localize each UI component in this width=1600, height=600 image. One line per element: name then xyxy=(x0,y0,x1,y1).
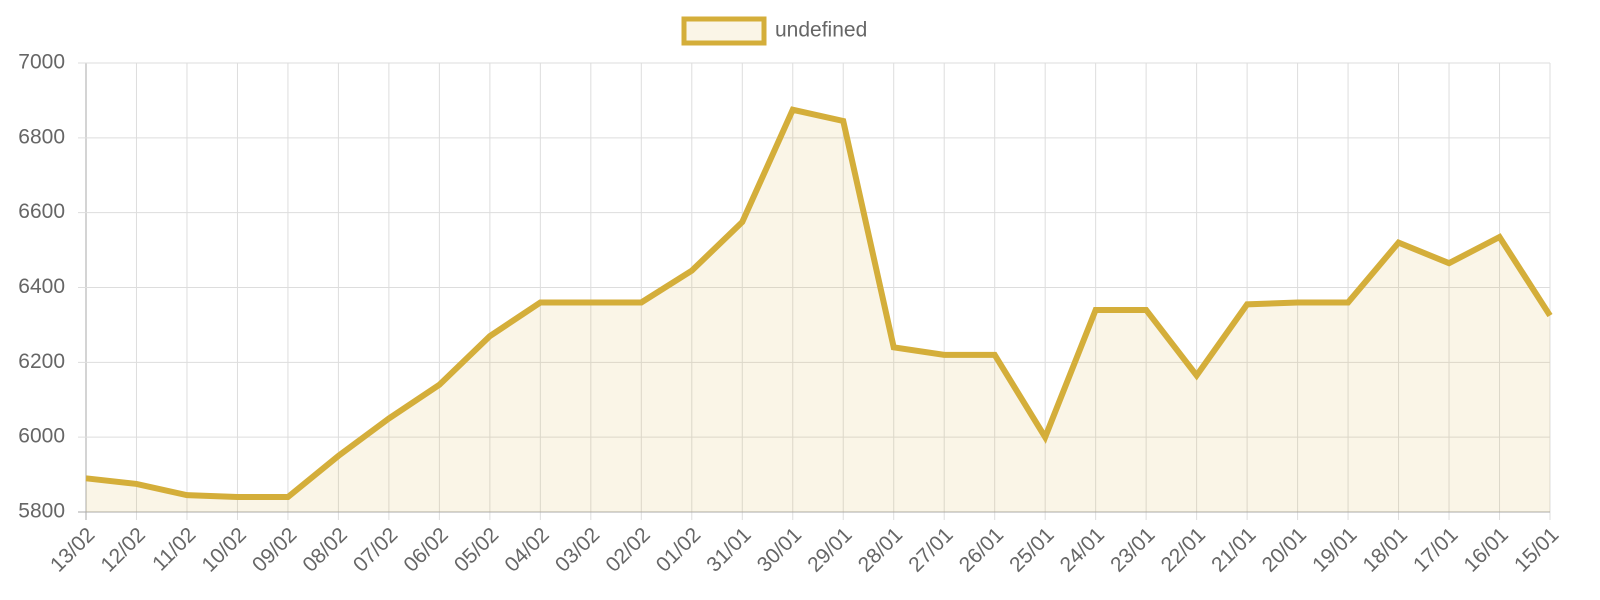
legend-label: undefined xyxy=(775,19,867,42)
legend-swatch xyxy=(681,16,767,46)
x-tick-label: 09/02 xyxy=(248,523,301,576)
x-tick-label: 25/01 xyxy=(1005,523,1058,576)
x-tick-label: 01/02 xyxy=(652,523,705,576)
x-tick-label: 22/01 xyxy=(1157,523,1210,576)
x-tick-label: 12/02 xyxy=(97,523,150,576)
x-tick-label: 07/02 xyxy=(349,523,402,576)
x-tick-label: 06/02 xyxy=(399,523,452,576)
line xyxy=(85,106,1553,501)
x-tick-label: 28/01 xyxy=(854,523,907,576)
x-tick-label: 20/01 xyxy=(1258,523,1311,576)
x-tick-label: 19/01 xyxy=(1308,523,1361,576)
x-tick-label: 23/01 xyxy=(1106,523,1159,576)
x-tick-label: 16/01 xyxy=(1460,523,1513,576)
y-tick-label: 6200 xyxy=(18,350,65,373)
y-tick-label: 6800 xyxy=(18,125,65,148)
x-tick-label: 21/01 xyxy=(1207,523,1260,576)
y-tick-label: 6400 xyxy=(18,275,65,298)
x-tick-label: 02/02 xyxy=(601,523,654,576)
x-tick-label: 05/02 xyxy=(450,523,503,576)
x-tick-label: 11/02 xyxy=(148,523,200,575)
x-tick-label: 13/02 xyxy=(46,523,99,576)
x-tick-label: 18/01 xyxy=(1359,523,1412,576)
x-tick-label: 15/01 xyxy=(1510,523,1563,576)
x-tick-label: 29/01 xyxy=(803,523,856,576)
y-tick-label: 6600 xyxy=(18,200,65,223)
x-tick-label: 10/02 xyxy=(197,523,250,576)
x-tick-label: 24/01 xyxy=(1056,523,1109,576)
area xyxy=(86,109,1550,512)
x-tick-label: 17/01 xyxy=(1409,523,1462,576)
y-tick-label: 6000 xyxy=(18,425,65,448)
x-tick-label: 26/01 xyxy=(955,523,1008,576)
x-tick-label: 31/01 xyxy=(702,523,755,576)
x-tick-label: 08/02 xyxy=(298,523,351,576)
x-tick-label: 30/01 xyxy=(753,523,806,576)
y-tick-label: 5800 xyxy=(18,500,65,523)
x-tick-label: 04/02 xyxy=(500,523,553,576)
x-tick-label: 03/02 xyxy=(551,523,604,576)
x-tick-label: 27/01 xyxy=(904,523,957,576)
y-tick-label: 7000 xyxy=(18,51,65,74)
